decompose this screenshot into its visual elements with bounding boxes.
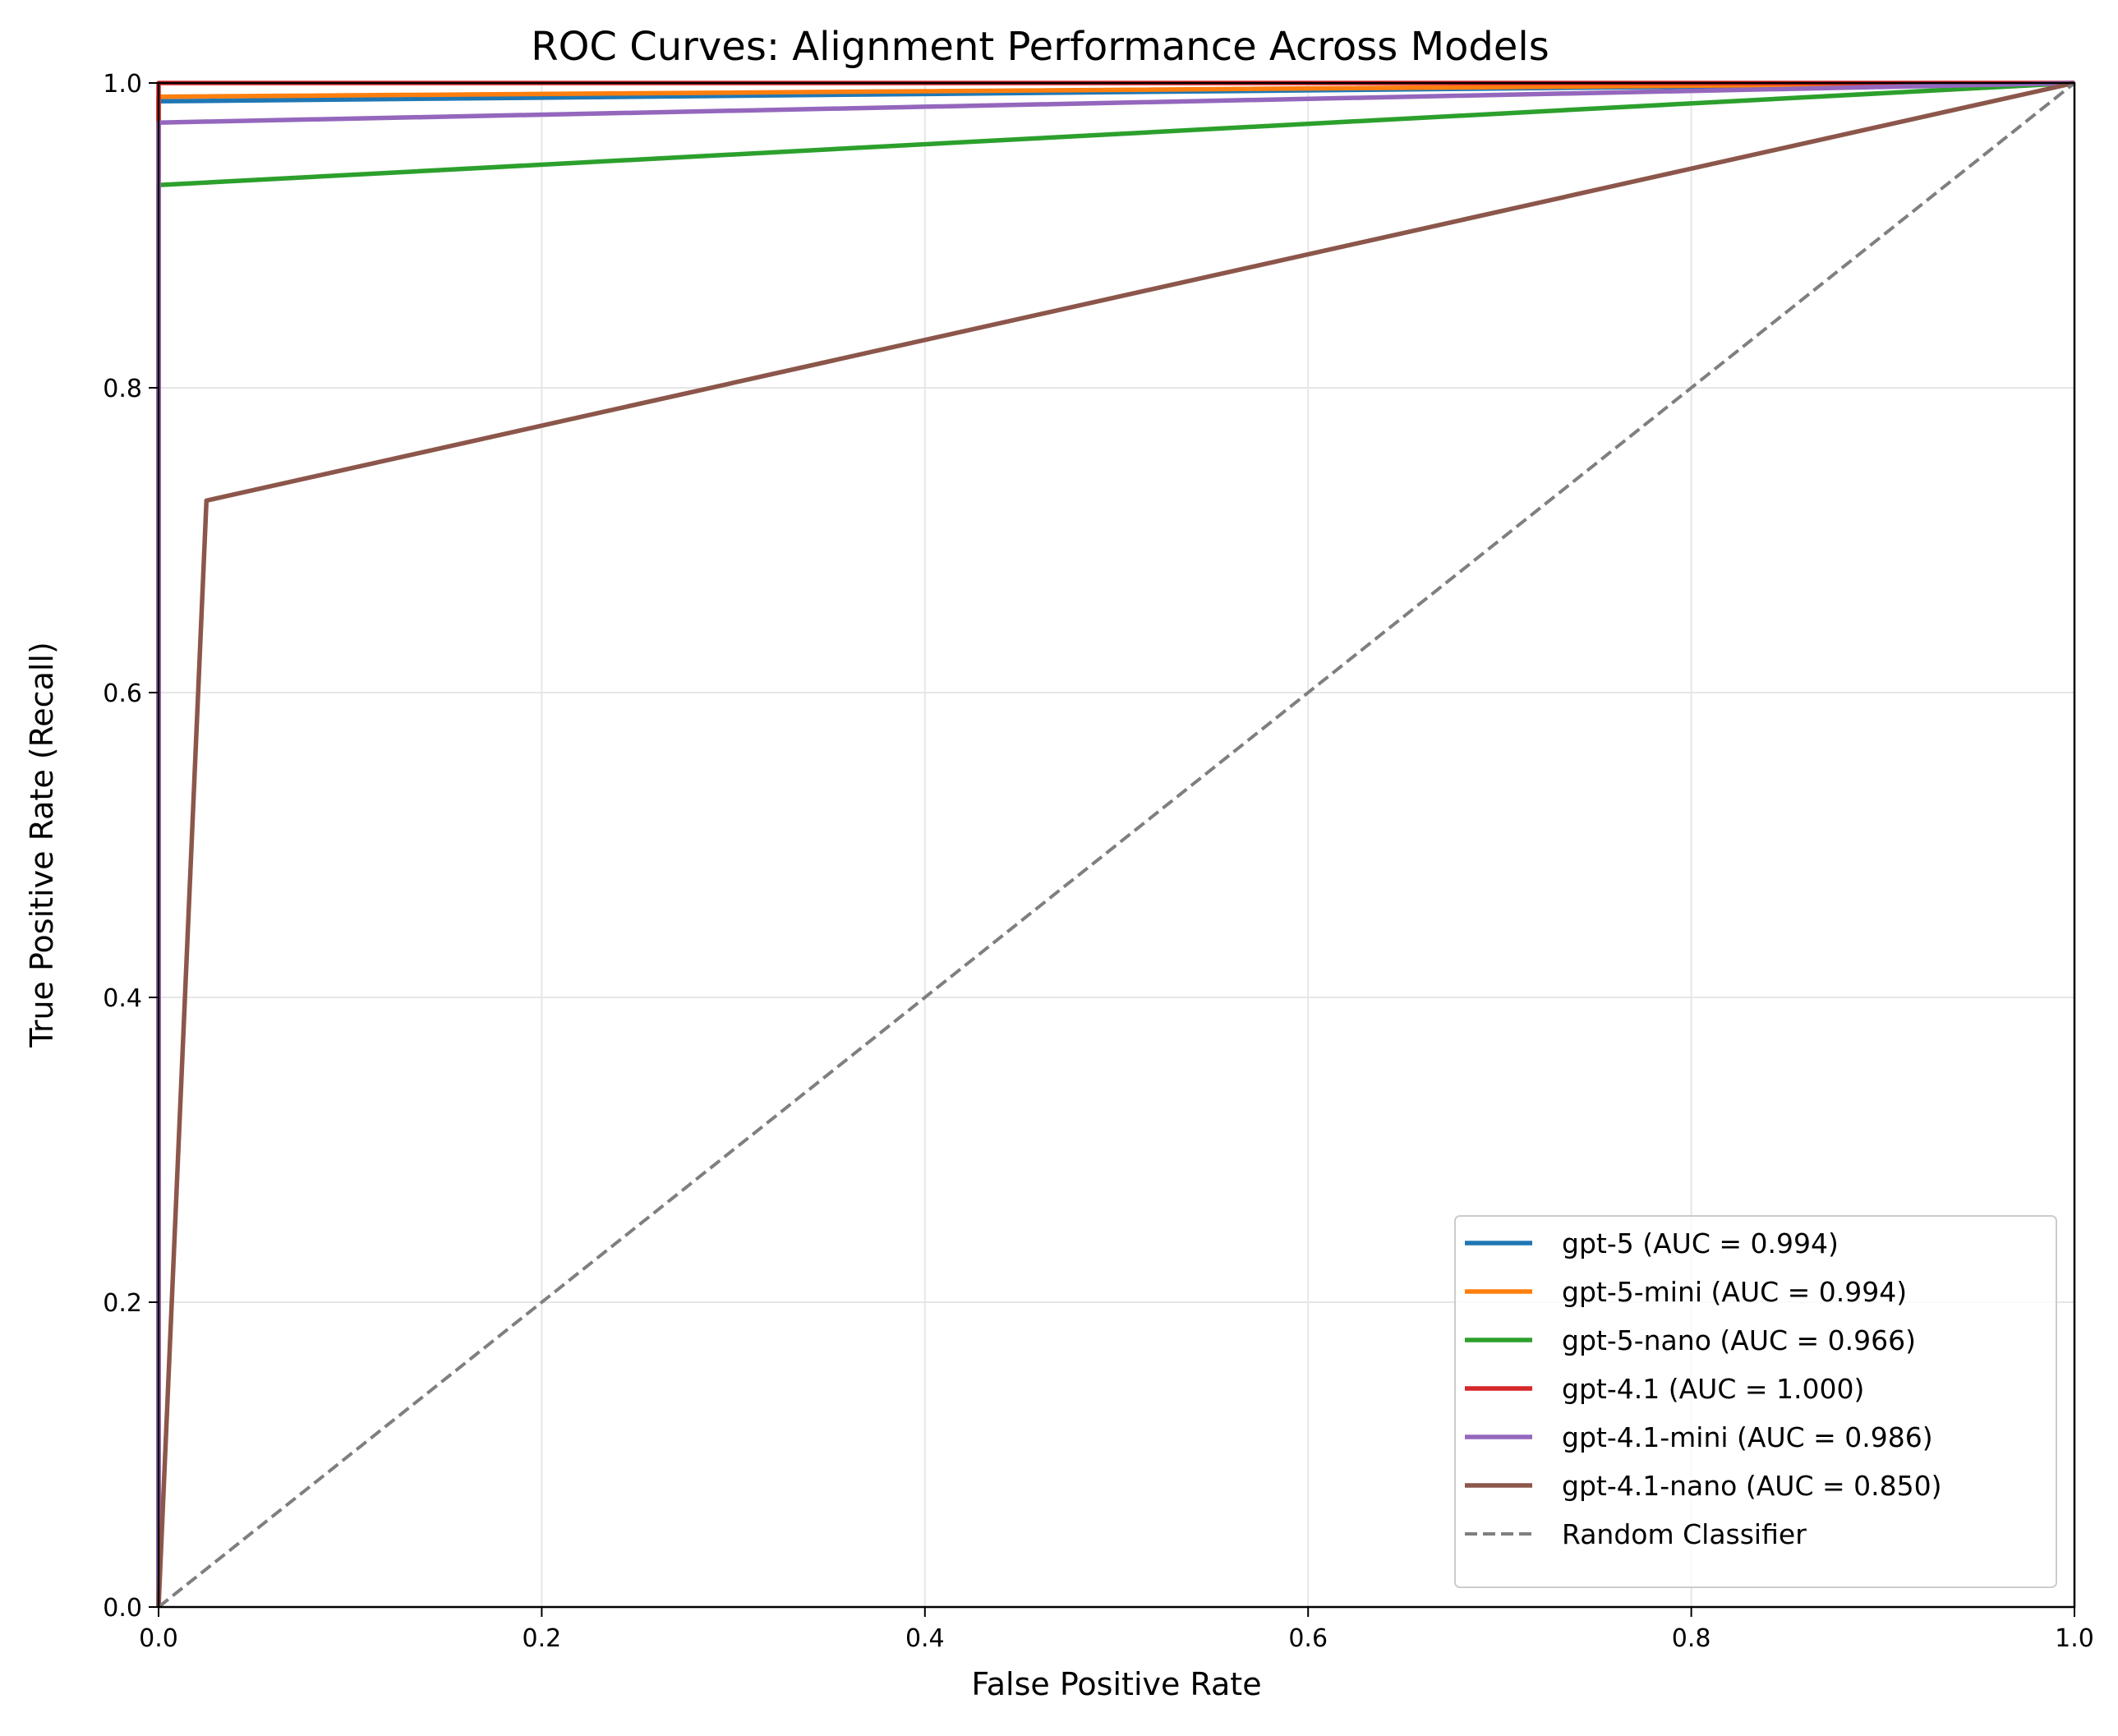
series-line-gpt-4.1-nano <box>156 81 2075 1608</box>
plot-frame <box>157 81 2076 1609</box>
series-line-random <box>157 81 2076 1609</box>
x-tick-label: 0.0 <box>139 1624 178 1653</box>
x-axis-title: False Positive Rate <box>971 1666 1261 1702</box>
legend-label: gpt-5-mini (AUC = 0.994) <box>1562 1276 1907 1308</box>
legend-box <box>1454 1215 2057 1588</box>
legend: gpt-5 (AUC = 0.994) gpt-5-mini (AUC = 0.9… <box>1454 1215 2057 1588</box>
y-tick-label: 0.6 <box>103 679 142 708</box>
legend-label: gpt-4.1 (AUC = 1.000) <box>1562 1373 1864 1405</box>
chart-title: ROC Curves: Alignment Performance Across… <box>531 24 1549 70</box>
legend-label: gpt-4.1-mini (AUC = 0.986) <box>1562 1421 1933 1453</box>
y-tick-label: 0.0 <box>103 1594 142 1623</box>
legend-label: gpt-5-nano (AUC = 0.966) <box>1562 1324 1916 1356</box>
legend-label: Random Classifier <box>1562 1518 1807 1550</box>
y-tick-label: 0.4 <box>103 984 142 1013</box>
y-tick-label: 0.8 <box>103 375 142 403</box>
x-tick-label: 0.8 <box>1672 1624 1711 1653</box>
x-tick-label: 0.2 <box>523 1624 562 1653</box>
legend-label: gpt-5 (AUC = 0.994) <box>1562 1227 1839 1259</box>
legend-items: gpt-5 (AUC = 0.994) gpt-5-mini (AUC = 0.9… <box>1465 1227 1941 1550</box>
legend-label: gpt-4.1-nano (AUC = 0.850) <box>1562 1470 1941 1502</box>
y-tick-label: 0.2 <box>103 1289 142 1318</box>
grid <box>158 82 2075 1608</box>
axis-ticks: 0.0 0.2 0.4 0.6 0.8 1.0 0.0 0.2 0.4 0.6 0.8 1.0 <box>103 70 2094 1653</box>
x-tick-label: 0.4 <box>905 1624 945 1653</box>
y-tick-label: 1.0 <box>103 70 142 99</box>
y-axis-title: True Positive Rate (Recall) <box>24 642 60 1048</box>
x-tick-label: 0.6 <box>1288 1624 1328 1653</box>
x-tick-label: 1.0 <box>2055 1624 2094 1653</box>
